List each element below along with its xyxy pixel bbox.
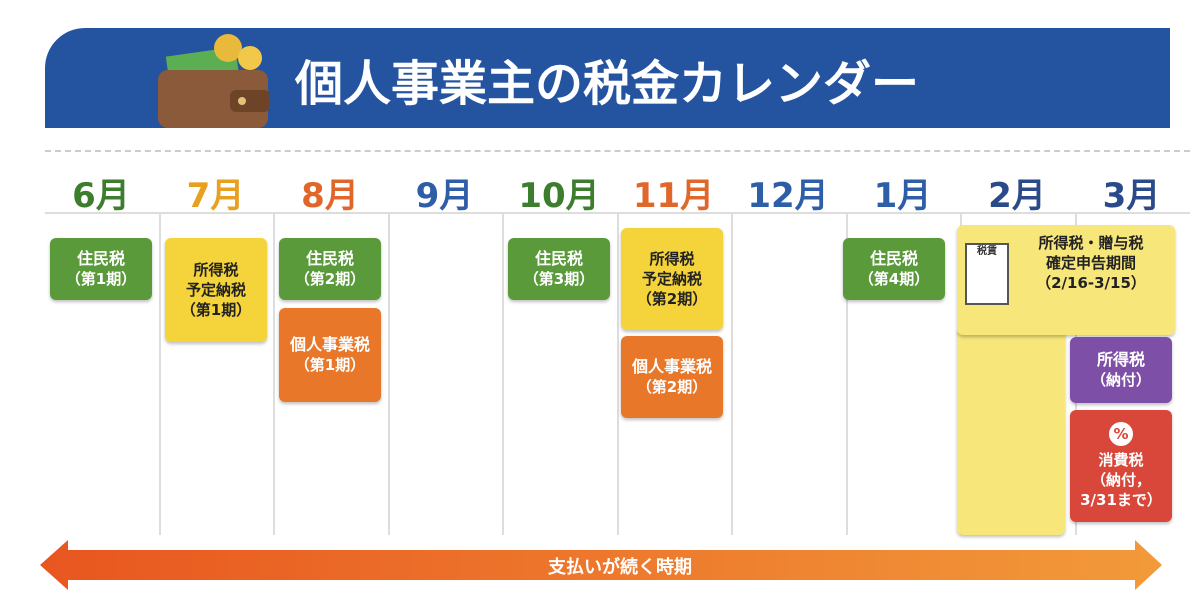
event-box: 住民税 （第2期） (279, 238, 381, 300)
event-text: 予定納税 (641, 270, 702, 288)
event-text: （第1期） (294, 356, 366, 374)
event-text: 所得税 (1096, 350, 1145, 369)
event-text: 確定申告期間 (1045, 254, 1136, 272)
column-divider (616, 213, 619, 535)
event-text: 所得税 (649, 250, 695, 268)
column-divider (158, 213, 161, 535)
document-icon: 税賃 (965, 243, 1009, 305)
event-box: 住民税 （第3期） (508, 238, 610, 300)
event-text: 予定納税 (185, 281, 246, 299)
event-text: 3/31まで） (1080, 491, 1162, 509)
month-label: 8月 (301, 176, 359, 216)
event-box: 個人事業税 （第2期） (621, 336, 723, 418)
event-text: 住民税 (534, 249, 583, 268)
event-text: （納付， (1090, 471, 1151, 489)
event-text: （第1期） (65, 270, 137, 288)
month-label: 12月 (747, 176, 829, 216)
event-text: 個人事業税 (289, 335, 370, 354)
event-text: （第2期） (294, 270, 366, 288)
dashed-line (45, 150, 1190, 152)
event-box: % 消費税 （納付， 3/31まで） (1070, 410, 1172, 522)
event-text: 個人事業税 (631, 357, 712, 376)
badge: % (1109, 422, 1133, 446)
event-text: （第2期） (636, 378, 708, 396)
month-label: 11月 (632, 176, 715, 216)
event-text: 住民税 (869, 249, 918, 268)
event-text: （2/16-3/15） (1036, 274, 1146, 292)
month-label: 7月 (186, 176, 245, 216)
month-label: 3月 (1102, 176, 1161, 216)
event-box: 税賃 所得税・贈与税 確定申告期間 （2/16-3/15） (957, 225, 1175, 335)
column-divider (273, 213, 275, 535)
event-text: 所得税 (193, 261, 239, 279)
arrow (40, 540, 1162, 590)
event-text: 住民税 (76, 249, 125, 268)
arrow-label: 支払いが続く時期 (548, 557, 692, 578)
filing-period-extension (957, 330, 1065, 535)
column-divider (731, 213, 733, 535)
event-box: 住民税 （第4期） (843, 238, 945, 300)
event-box: 住民税 （第1期） (50, 238, 152, 300)
event-box: 所得税予定納税 （第2期） (621, 228, 723, 330)
month-label: 10月 (518, 176, 600, 216)
column-divider (387, 213, 390, 535)
month-label: 6月 (72, 176, 130, 216)
event-box: 所得税予定納税 （第1期） (165, 238, 267, 342)
event-text: 住民税 (305, 249, 354, 268)
event-text: （第4期） (858, 270, 930, 288)
month-label: 1月 (873, 176, 932, 216)
event-box: 個人事業税 （第1期） (279, 308, 381, 402)
column-divider (845, 213, 848, 535)
event-text: 所得税・贈与税 (1038, 234, 1144, 252)
event-text: 消費税 (1098, 451, 1144, 469)
month-label: 9月 (415, 176, 474, 216)
event-box: 所得税 （納付） (1070, 337, 1172, 403)
event-text: （納付） (1090, 371, 1151, 389)
event-text: （第3期） (523, 270, 595, 288)
event-text: （第1期） (180, 301, 252, 319)
column-divider (502, 213, 504, 535)
title: 個人事業主の税金カレンダー (295, 56, 920, 112)
wallet-icon (158, 34, 270, 128)
event-text: （第2期） (636, 290, 708, 308)
month-label: 2月 (988, 176, 1046, 216)
